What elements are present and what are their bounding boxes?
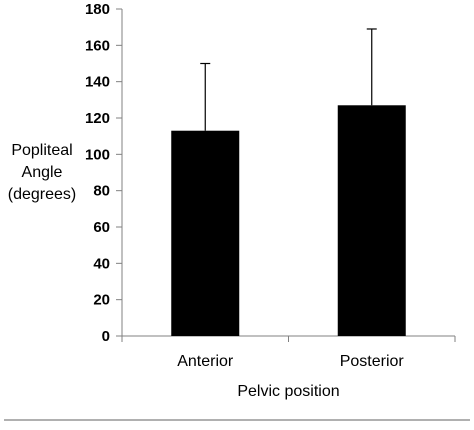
y-axis-title-line: (degrees) [8,186,76,203]
y-tick-label: 80 [93,183,110,200]
bar-anterior [171,130,240,336]
x-category-label: Anterior [177,353,234,370]
bar-posterior [337,105,406,337]
x-axis-title: Pelvic position [237,383,339,400]
y-tick-label: 180 [85,1,110,18]
y-tick-label: 60 [93,219,110,236]
y-axis-title-line: Angle [22,164,63,181]
y-tick-label: 40 [93,255,110,272]
y-axis-title-line: Popliteal [11,142,72,159]
y-tick-label: 120 [85,110,110,127]
y-tick-label: 140 [85,74,110,91]
y-tick-label: 0 [102,328,110,345]
y-tick-label: 100 [85,146,110,163]
y-tick-label: 20 [93,292,110,309]
x-category-label: Posterior [340,353,405,370]
y-tick-label: 160 [85,37,110,54]
